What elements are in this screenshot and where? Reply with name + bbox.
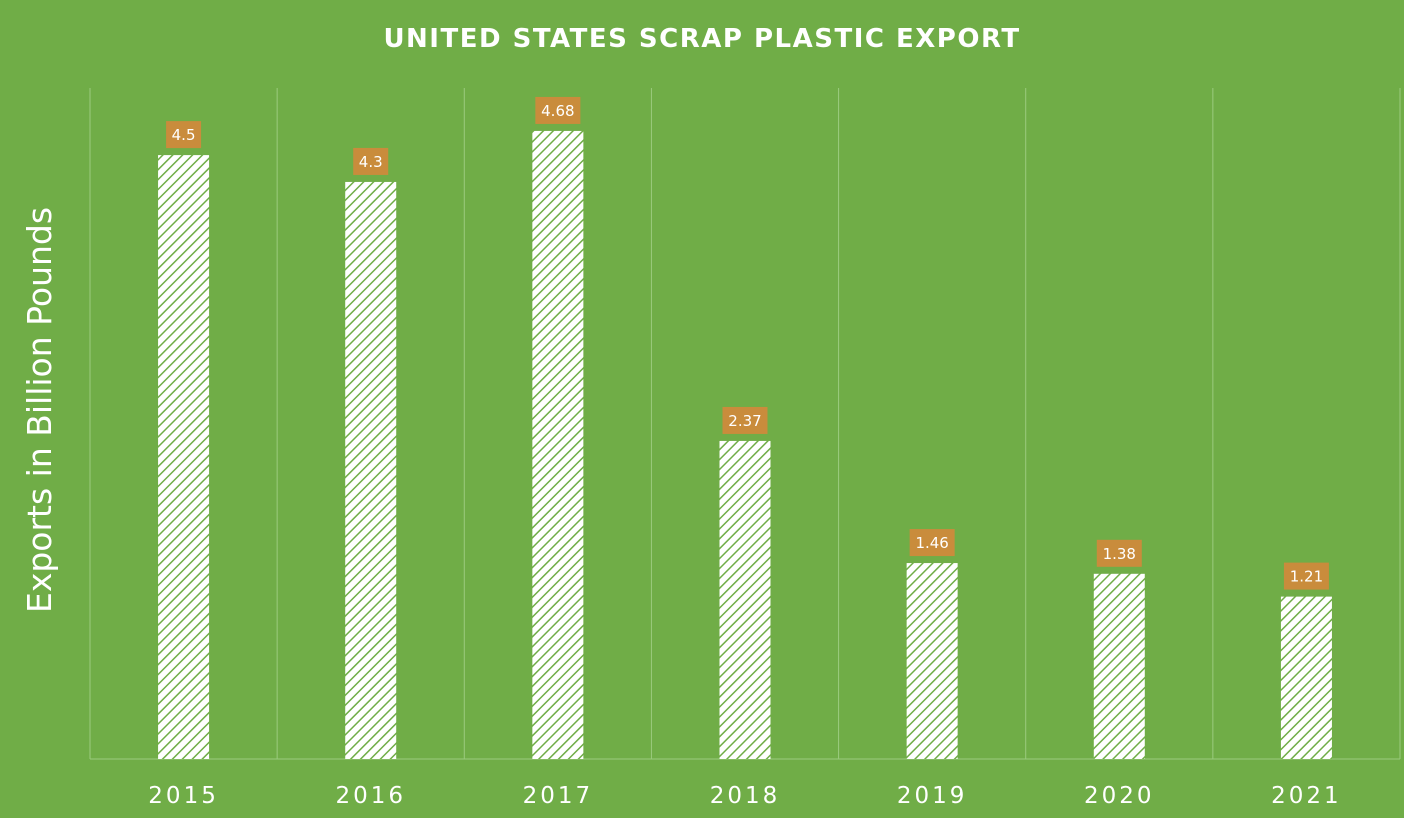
data-label-2018: 2.37 bbox=[728, 412, 761, 430]
data-label-2015: 4.5 bbox=[172, 126, 196, 144]
data-label-box-2016 bbox=[353, 147, 389, 175]
x-tick-labels: 2015 2016 2017 2018 2019 2020 2021 bbox=[148, 783, 1342, 809]
data-label-2021: 1.21 bbox=[1290, 568, 1323, 586]
bar-2019 bbox=[906, 563, 958, 759]
bar-2015 bbox=[158, 155, 210, 760]
data-label-box-2015 bbox=[166, 121, 202, 149]
bar-2016 bbox=[345, 181, 397, 759]
x-tick-2020: 2020 bbox=[1084, 783, 1155, 809]
bar-2017 bbox=[532, 130, 584, 760]
x-tick-2019: 2019 bbox=[897, 783, 968, 809]
data-labels: 4.5 4.3 4.68 2.37 1.46 1.38 1.21 bbox=[166, 96, 1329, 590]
bar-2018 bbox=[719, 440, 771, 759]
bar-2020 bbox=[1093, 573, 1145, 759]
x-tick-2021: 2021 bbox=[1271, 783, 1342, 809]
x-tick-2015: 2015 bbox=[148, 783, 219, 809]
x-tick-2017: 2017 bbox=[523, 783, 594, 809]
x-tick-2016: 2016 bbox=[335, 783, 406, 809]
data-label-box-2021 bbox=[1283, 562, 1329, 590]
data-label-box-2020 bbox=[1096, 539, 1142, 567]
bar-2021 bbox=[1280, 596, 1332, 759]
data-label-2020: 1.38 bbox=[1103, 545, 1136, 563]
x-tick-2018: 2018 bbox=[710, 783, 781, 809]
data-label-2019: 1.46 bbox=[915, 534, 948, 552]
data-label-2017: 4.68 bbox=[541, 102, 574, 120]
data-label-box-2017 bbox=[535, 96, 581, 124]
data-label-2016: 4.3 bbox=[359, 153, 383, 171]
data-label-box-2019 bbox=[909, 529, 955, 557]
y-axis-label: Exports in Billion Pounds bbox=[20, 207, 59, 613]
bars bbox=[158, 130, 1332, 760]
chart-title: UNITED STATES SCRAP PLASTIC EXPORT bbox=[383, 24, 1020, 54]
data-label-box-2018 bbox=[722, 406, 768, 434]
